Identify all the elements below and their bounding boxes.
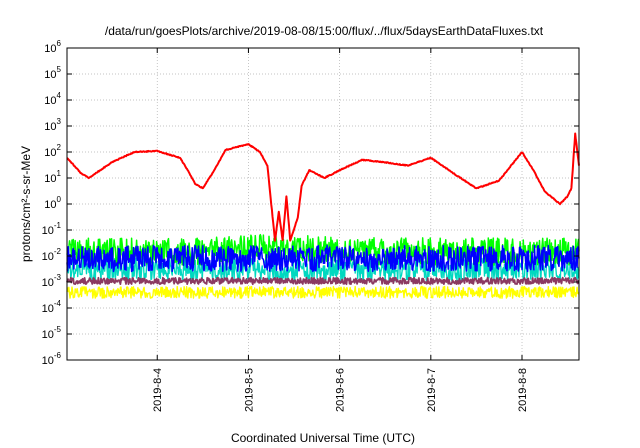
x-tick-label: 2019-8-8 [517, 368, 529, 412]
series-group [66, 132, 580, 299]
y-tick-label: 100 [44, 195, 61, 211]
chart-title: /data/run/goesPlots/archive/2019-08-08/1… [105, 24, 544, 38]
y-tick-label: 10-5 [42, 325, 62, 341]
x-tick-label: 2019-8-7 [426, 368, 438, 412]
grid [67, 48, 579, 360]
y-tick-label: 104 [44, 91, 61, 107]
y-tick-label: 10-3 [42, 273, 62, 289]
y-tick-label: 10-2 [42, 247, 62, 263]
series-line [66, 132, 580, 242]
y-tick-label: 101 [44, 169, 61, 185]
y-tick-label: 105 [44, 65, 61, 81]
series-line [66, 276, 580, 286]
y-tick-label: 10-1 [42, 221, 62, 237]
series-line [66, 244, 580, 273]
y-axis-label: protons/cm²-s-sr-MeV [19, 146, 33, 262]
y-tick-label: 10-6 [42, 351, 62, 367]
y-tick-label: 102 [44, 143, 61, 159]
series-line [66, 285, 580, 299]
y-tick-label: 106 [44, 39, 61, 55]
y-tick-label: 10-4 [42, 299, 62, 315]
x-axis-label: Coordinated Universal Time (UTC) [231, 431, 415, 445]
x-tick-label: 2019-8-4 [152, 368, 164, 412]
y-axis: 10-6 10-5 10-4 10-3 10-2 10-1 100 101 102 103 104 1… [42, 39, 579, 367]
x-tick-label: 2019-8-6 [335, 368, 347, 412]
x-tick-label: 2019-8-5 [243, 368, 255, 412]
y-tick-label: 103 [44, 117, 61, 133]
x-axis: 2019-8-4 2019-8-5 2019-8-6 2019-8-7 2019-8-8 [152, 48, 529, 412]
